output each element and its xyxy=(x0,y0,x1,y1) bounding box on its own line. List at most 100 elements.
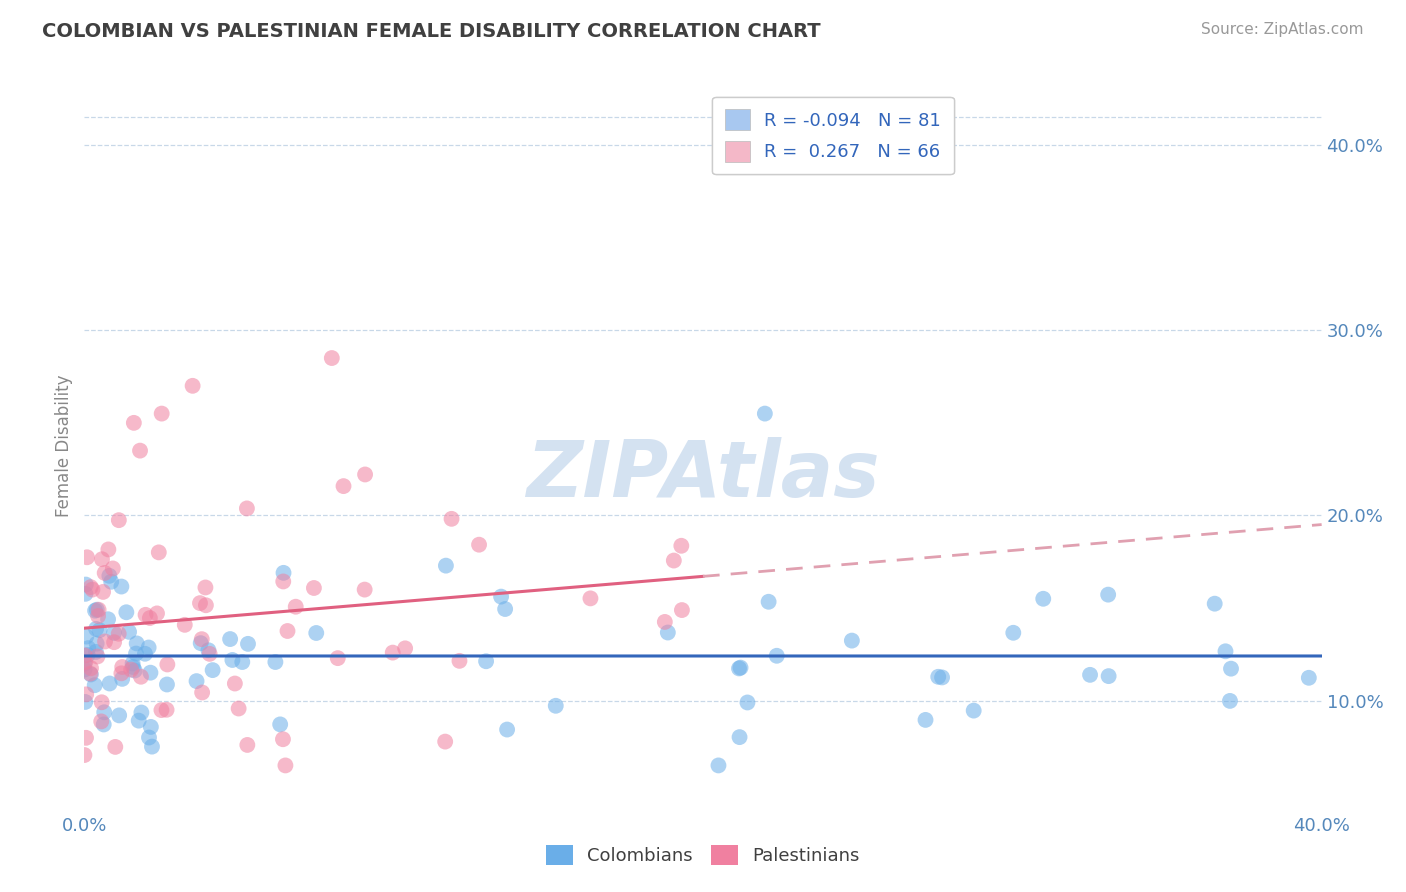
Point xyxy=(156,657,179,672)
Point xyxy=(104,739,127,754)
Point xyxy=(188,596,211,610)
Point xyxy=(434,734,457,748)
Point xyxy=(269,717,291,731)
Point xyxy=(150,407,173,421)
Point xyxy=(754,407,776,421)
Point xyxy=(654,615,676,629)
Point xyxy=(111,672,134,686)
Point xyxy=(110,666,132,681)
Point xyxy=(79,666,101,681)
Point xyxy=(73,747,96,762)
Point xyxy=(75,731,97,745)
Point xyxy=(728,661,751,675)
Point xyxy=(91,552,114,566)
Point xyxy=(236,501,259,516)
Point xyxy=(737,696,759,710)
Point xyxy=(271,732,294,747)
Point xyxy=(1219,694,1241,708)
Point xyxy=(671,539,693,553)
Point xyxy=(1032,591,1054,606)
Point xyxy=(84,645,107,659)
Point xyxy=(128,714,150,728)
Point xyxy=(273,566,295,580)
Point xyxy=(118,624,141,639)
Point xyxy=(122,660,145,674)
Point xyxy=(1078,668,1101,682)
Point xyxy=(124,664,146,678)
Point xyxy=(579,591,602,606)
Point xyxy=(110,580,132,594)
Point xyxy=(80,661,103,675)
Point xyxy=(186,674,208,689)
Point xyxy=(125,636,148,650)
Point xyxy=(191,685,214,699)
Point xyxy=(354,467,377,482)
Point xyxy=(93,566,115,580)
Point xyxy=(394,641,416,656)
Point xyxy=(146,607,169,621)
Point xyxy=(80,580,103,594)
Point xyxy=(353,582,375,597)
Point xyxy=(236,637,259,651)
Y-axis label: Female Disability: Female Disability xyxy=(55,375,73,517)
Point xyxy=(75,687,97,701)
Point xyxy=(194,581,217,595)
Point xyxy=(101,561,124,575)
Point xyxy=(83,678,105,692)
Point xyxy=(138,731,160,745)
Legend: R = -0.094   N = 81, R =  0.267   N = 66: R = -0.094 N = 81, R = 0.267 N = 66 xyxy=(711,96,953,175)
Point xyxy=(86,603,108,617)
Point xyxy=(841,633,863,648)
Point xyxy=(173,617,195,632)
Point xyxy=(98,569,121,583)
Point xyxy=(489,590,512,604)
Point xyxy=(94,634,117,648)
Point xyxy=(86,637,108,651)
Point xyxy=(1097,669,1119,683)
Point xyxy=(87,603,110,617)
Point xyxy=(332,479,354,493)
Point xyxy=(963,704,986,718)
Point xyxy=(1298,671,1320,685)
Point xyxy=(129,670,152,684)
Point xyxy=(86,649,108,664)
Point xyxy=(73,657,96,671)
Point xyxy=(108,513,131,527)
Point xyxy=(321,351,343,365)
Point xyxy=(1002,625,1025,640)
Point xyxy=(121,657,143,671)
Point xyxy=(107,627,129,641)
Point xyxy=(190,636,212,650)
Text: ZIPAtlas: ZIPAtlas xyxy=(526,437,880,513)
Point xyxy=(115,605,138,619)
Point xyxy=(75,630,97,644)
Point xyxy=(191,632,214,647)
Point xyxy=(468,538,491,552)
Legend: Colombians, Palestinians: Colombians, Palestinians xyxy=(537,836,869,874)
Point xyxy=(139,611,162,625)
Point xyxy=(194,599,217,613)
Point xyxy=(87,609,110,624)
Point xyxy=(73,663,96,677)
Point xyxy=(381,646,404,660)
Point xyxy=(90,714,112,729)
Point xyxy=(75,655,97,669)
Point xyxy=(156,677,179,691)
Point xyxy=(544,698,567,713)
Point xyxy=(75,577,97,591)
Point xyxy=(231,655,253,669)
Point xyxy=(1215,644,1237,658)
Point xyxy=(134,647,156,661)
Text: COLOMBIAN VS PALESTINIAN FEMALE DISABILITY CORRELATION CHART: COLOMBIAN VS PALESTINIAN FEMALE DISABILI… xyxy=(42,22,821,41)
Point xyxy=(198,647,221,661)
Point xyxy=(108,708,131,723)
Point xyxy=(274,758,297,772)
Point xyxy=(449,654,471,668)
Point xyxy=(201,663,224,677)
Point xyxy=(181,379,204,393)
Point xyxy=(1097,588,1119,602)
Point xyxy=(93,705,115,719)
Text: Source: ZipAtlas.com: Source: ZipAtlas.com xyxy=(1201,22,1364,37)
Point xyxy=(73,648,96,663)
Point xyxy=(129,443,152,458)
